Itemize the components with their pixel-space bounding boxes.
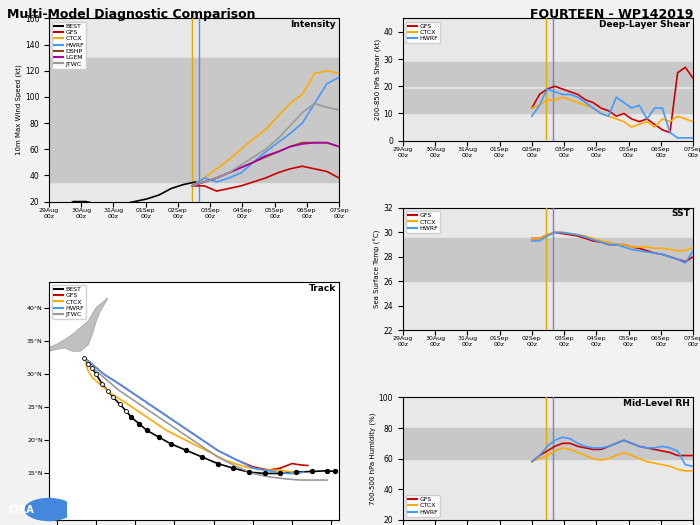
Point <box>108 393 119 402</box>
Point <box>322 467 333 475</box>
Text: Deep-Layer Shear: Deep-Layer Shear <box>599 19 690 28</box>
Legend: BEST, GFS, CTCX, HWRF, JTWC: BEST, GFS, CTCX, HWRF, JTWC <box>52 285 86 319</box>
Polygon shape <box>18 298 108 368</box>
Bar <box>49 58 339 117</box>
Point <box>114 400 125 408</box>
Point <box>274 469 286 478</box>
Legend: GFS, CTCX, HWRF: GFS, CTCX, HWRF <box>406 495 440 517</box>
Point <box>306 467 317 476</box>
Text: CIRA: CIRA <box>8 505 34 514</box>
Y-axis label: 10m Max Wind Speed (kt): 10m Max Wind Speed (kt) <box>15 65 22 155</box>
Point <box>181 446 192 455</box>
Bar <box>49 118 339 143</box>
Bar <box>403 238 693 281</box>
Point <box>97 380 108 388</box>
Y-axis label: Sea Surface Temp (°C): Sea Surface Temp (°C) <box>373 230 381 308</box>
Polygon shape <box>0 281 49 447</box>
Legend: GFS, CTCX, HWRF: GFS, CTCX, HWRF <box>406 22 440 43</box>
Bar <box>403 428 693 459</box>
Bar <box>403 89 693 113</box>
Point <box>153 433 164 442</box>
Text: Multi-Model Diagnostic Comparison: Multi-Model Diagnostic Comparison <box>7 8 256 21</box>
Point <box>196 453 207 461</box>
Text: FOURTEEN - WP142019: FOURTEEN - WP142019 <box>530 8 693 21</box>
Point <box>228 464 239 473</box>
Point <box>259 469 270 478</box>
Point <box>126 413 137 422</box>
Point <box>290 468 302 476</box>
Text: Mid-Level RH: Mid-Level RH <box>623 398 690 408</box>
Point <box>78 353 90 362</box>
Bar <box>403 62 693 86</box>
Point <box>134 419 145 428</box>
Point <box>87 363 98 372</box>
Point <box>83 360 94 369</box>
Text: Intensity: Intensity <box>290 20 336 29</box>
Polygon shape <box>14 358 29 371</box>
Point <box>141 426 153 435</box>
Polygon shape <box>0 318 10 344</box>
Point <box>330 467 341 476</box>
Point <box>120 406 132 415</box>
Point <box>90 370 101 379</box>
Legend: BEST, GFS, CTCX, HWRF, DSHP, LGEM, JTWC: BEST, GFS, CTCX, HWRF, DSHP, LGEM, JTWC <box>52 22 86 68</box>
Circle shape <box>25 499 73 520</box>
Y-axis label: 700-500 hPa Humidity (%): 700-500 hPa Humidity (%) <box>370 412 376 505</box>
Point <box>212 459 223 468</box>
Point <box>244 468 255 476</box>
Text: SST: SST <box>671 209 690 218</box>
Legend: GFS, CTCX, HWRF: GFS, CTCX, HWRF <box>406 211 440 233</box>
Text: Track: Track <box>309 284 336 293</box>
Bar <box>49 144 339 182</box>
Point <box>102 386 113 395</box>
Point <box>165 439 176 448</box>
Y-axis label: 200-850 hPa Shear (kt): 200-850 hPa Shear (kt) <box>374 39 381 120</box>
